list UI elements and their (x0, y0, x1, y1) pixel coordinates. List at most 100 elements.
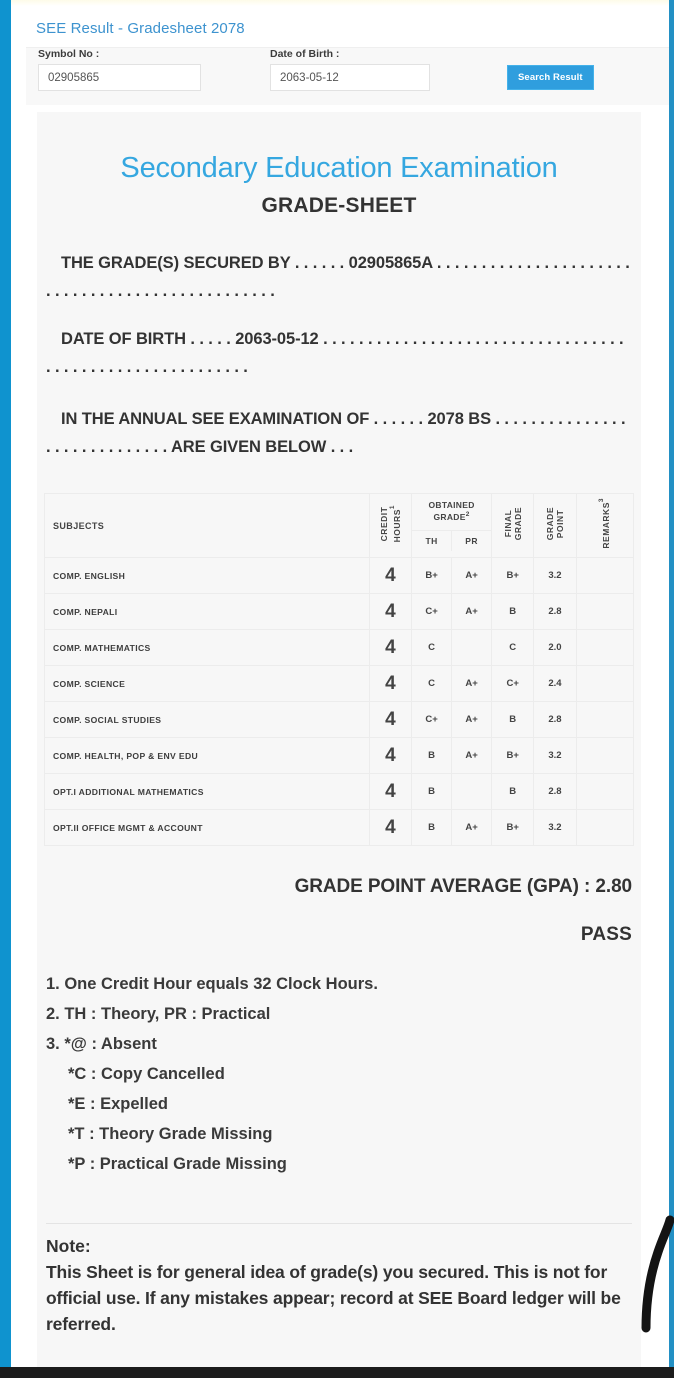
cell-pr-grade (451, 773, 493, 811)
symbol-no-input[interactable] (38, 64, 201, 91)
cell-remarks (575, 593, 635, 631)
cell-subject: COMP. MATHEMATICS (44, 629, 370, 667)
cell-subject: COMP. NEPALI (44, 593, 370, 631)
cell-th-grade: B (411, 737, 453, 775)
cell-grade-point: 3.2 (533, 557, 577, 595)
table-row: COMP. SOCIAL STUDIES 4 C+ A+ B 2.8 (44, 701, 635, 739)
cell-remarks (575, 701, 635, 739)
page-title: SEE Result - Gradesheet 2078 (36, 20, 245, 37)
grades-table-wrapper: SUBJECTS CREDIT HOURS1 OBTAINED GRADE2 T… (37, 493, 641, 847)
cell-grade-point: 3.2 (533, 737, 577, 775)
cell-th-grade: C+ (411, 593, 453, 631)
table-row: OPT.I ADDITIONAL MATHEMATICS 4 B B 2.8 (44, 773, 635, 811)
cell-credit-hours: 4 (368, 665, 413, 703)
cell-subject: COMP. ENGLISH (44, 557, 370, 595)
legend-item-2: 2. TH : Theory, PR : Practical (46, 1005, 271, 1024)
cell-remarks (575, 773, 635, 811)
header-remarks: REMARKS3 (575, 493, 635, 559)
grades-header-row: SUBJECTS CREDIT HOURS1 OBTAINED GRADE2 T… (44, 493, 635, 559)
note-box: Note: This Sheet is for general idea of … (46, 1223, 632, 1366)
cell-final-grade: B+ (491, 809, 535, 847)
cell-credit-hours: 4 (368, 773, 413, 811)
header-final-grade: FINAL GRADE (491, 493, 535, 559)
search-result-button[interactable]: Search Result (507, 65, 594, 90)
legend-item-3e: *P : Practical Grade Missing (68, 1155, 287, 1174)
search-form: Symbol No : Date of Birth : Search Resul… (26, 47, 669, 105)
cell-credit-hours: 4 (368, 557, 413, 595)
cell-final-grade: B (491, 773, 535, 811)
header-th: TH (412, 531, 453, 552)
cell-subject: OPT.I ADDITIONAL MATHEMATICS (44, 773, 370, 811)
note-body: This Sheet is for general idea of grade(… (46, 1262, 621, 1335)
cell-th-grade: C (411, 629, 453, 667)
symbol-field-group: Symbol No : (38, 48, 201, 91)
legend-block: 1. One Credit Hour equals 32 Clock Hours… (37, 969, 641, 1179)
cell-credit-hours: 4 (368, 701, 413, 739)
gradesheet-subtitle: GRADE-SHEET (261, 194, 417, 217)
cell-remarks (575, 809, 635, 847)
date-of-birth-label: Date of Birth : (270, 48, 340, 60)
cell-th-grade: C (411, 665, 453, 703)
grades-table: SUBJECTS CREDIT HOURS1 OBTAINED GRADE2 T… (44, 493, 635, 847)
header-final-grade-text: FINAL GRADE (502, 506, 523, 540)
header-credit-hours: CREDIT HOURS1 (368, 493, 413, 559)
footnote-marker-3: 3 (598, 497, 606, 503)
cell-credit-hours: 4 (368, 809, 413, 847)
header-credit-hours-text: CREDIT HOURS1 (378, 504, 402, 542)
header-pr: PR (465, 536, 478, 547)
header-obtained-grade: OBTAINED GRADE2 TH PR (411, 493, 493, 559)
cell-credit-hours: 4 (368, 629, 413, 667)
legend-item-3b: *C : Copy Cancelled (68, 1065, 225, 1084)
cell-pr-grade: A+ (451, 557, 493, 595)
cell-grade-point: 2.4 (533, 665, 577, 703)
note-heading: Note: (46, 1236, 91, 1257)
cell-pr-grade: A+ (451, 809, 493, 847)
symbol-no-label: Symbol No : (38, 48, 100, 60)
table-row: COMP. MATHEMATICS 4 C C 2.0 (44, 629, 635, 667)
cell-pr-grade: A+ (451, 593, 493, 631)
cell-pr-grade (451, 629, 493, 667)
cell-grade-point: 3.2 (533, 809, 577, 847)
cell-remarks (575, 665, 635, 703)
table-row: OPT.II OFFICE MGMT & ACCOUNT 4 B A+ B+ 3.2 (44, 809, 635, 847)
date-of-birth-input[interactable] (270, 64, 430, 91)
legend-item-3d: *T : Theory Grade Missing (68, 1125, 273, 1144)
cell-pr-grade: A+ (451, 701, 493, 739)
gpa-line: GRADE POINT AVERAGE (GPA) : 2.80 (294, 876, 633, 898)
cell-final-grade: C+ (491, 665, 535, 703)
cell-final-grade: B+ (491, 737, 535, 775)
exam-title: Secondary Education Examination (120, 152, 558, 184)
statement-line-date-of-birth: DATE OF BIRTH . . . . . 2063-05-12 . . .… (46, 330, 624, 377)
result-status: PASS (580, 924, 632, 946)
cell-final-grade: B (491, 593, 535, 631)
cell-final-grade: B+ (491, 557, 535, 595)
legend-item-3: 3. *@ : Absent (46, 1035, 157, 1054)
legend-item-3c: *E : Expelled (68, 1095, 168, 1114)
table-row: COMP. HEALTH, POP & ENV EDU 4 B A+ B+ 3.2 (44, 737, 635, 775)
cell-subject: COMP. SCIENCE (44, 665, 370, 703)
top-accent-strip (0, 0, 674, 6)
cell-grade-point: 2.8 (533, 593, 577, 631)
header-obtained-subcols: TH PR (412, 530, 492, 552)
dob-field-group: Date of Birth : (270, 48, 430, 91)
grades-table-body: COMP. ENGLISH 4 B+ A+ B+ 3.2 COMP. NEPALI 4 C+ A+… (44, 557, 635, 847)
cell-th-grade: B (411, 773, 453, 811)
header-subjects: SUBJECTS (44, 493, 370, 559)
table-row: COMP. NEPALI 4 C+ A+ B 2.8 (44, 593, 635, 631)
cell-th-grade: B (411, 809, 453, 847)
right-blue-rail (669, 0, 674, 1378)
bottom-black-bar (0, 1367, 674, 1378)
table-row: COMP. SCIENCE 4 C A+ C+ 2.4 (44, 665, 635, 703)
cell-subject: COMP. HEALTH, POP & ENV EDU (44, 737, 370, 775)
cell-pr-grade: A+ (451, 737, 493, 775)
cell-grade-point: 2.0 (533, 629, 577, 667)
cell-th-grade: B+ (411, 557, 453, 595)
cell-remarks (575, 629, 635, 667)
header-remarks-text: REMARKS3 (598, 497, 612, 549)
search-panel: SEE Result - Gradesheet 2078 Symbol No :… (26, 6, 669, 105)
cell-credit-hours: 4 (368, 593, 413, 631)
grades-table-head: SUBJECTS CREDIT HOURS1 OBTAINED GRADE2 T… (44, 493, 635, 559)
cell-subject: OPT.II OFFICE MGMT & ACCOUNT (44, 809, 370, 847)
cell-th-grade: C+ (411, 701, 453, 739)
